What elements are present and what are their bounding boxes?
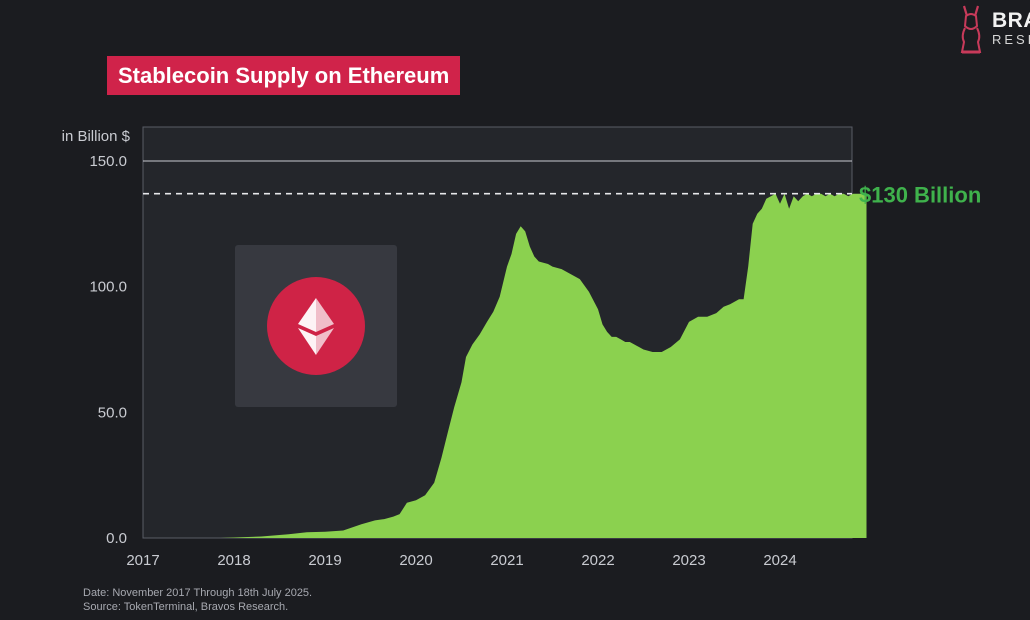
y-tick-label: 150.0 bbox=[89, 153, 127, 170]
x-tick-label: 2018 bbox=[217, 552, 250, 569]
x-axis-ticks: 2017 2018 2019 2020 2021 2022 2023 2024 bbox=[126, 552, 796, 569]
brand-logo: BRAVOS RESEARCH bbox=[956, 2, 1030, 58]
ethereum-icon bbox=[298, 298, 334, 355]
eth-logo-panel bbox=[235, 245, 397, 407]
x-tick-label: 2017 bbox=[126, 552, 159, 569]
footnote-source: Source: TokenTerminal, Bravos Research. bbox=[83, 601, 289, 613]
y-tick-label: 100.0 bbox=[89, 279, 127, 296]
chart-title: Stablecoin Supply on Ethereum bbox=[107, 56, 461, 95]
series-area-group bbox=[220, 193, 867, 538]
brand-name: BRAVOS bbox=[992, 9, 1030, 32]
annotation-label: $130 Billion bbox=[859, 183, 981, 208]
y-tick-label: 50.0 bbox=[98, 404, 127, 421]
x-tick-label: 2019 bbox=[308, 552, 341, 569]
x-tick-label: 2020 bbox=[399, 552, 432, 569]
footnote: Date: November 2017 Through 18th July 20… bbox=[83, 586, 312, 614]
series-area bbox=[220, 193, 867, 538]
x-tick-label: 2022 bbox=[581, 552, 614, 569]
x-tick-label: 2023 bbox=[672, 552, 705, 569]
y-axis-label: in Billion $ bbox=[62, 128, 131, 145]
x-tick-label: 2024 bbox=[763, 552, 796, 569]
x-tick-label: 2021 bbox=[490, 552, 523, 569]
bull-icon bbox=[960, 5, 982, 54]
y-tick-label: 0.0 bbox=[106, 530, 127, 547]
y-axis-ticks: 0.0 50.0 100.0 150.0 bbox=[89, 153, 127, 547]
footnote-date: Date: November 2017 Through 18th July 20… bbox=[83, 587, 313, 599]
brand-subtitle: RESEARCH bbox=[992, 32, 1030, 47]
